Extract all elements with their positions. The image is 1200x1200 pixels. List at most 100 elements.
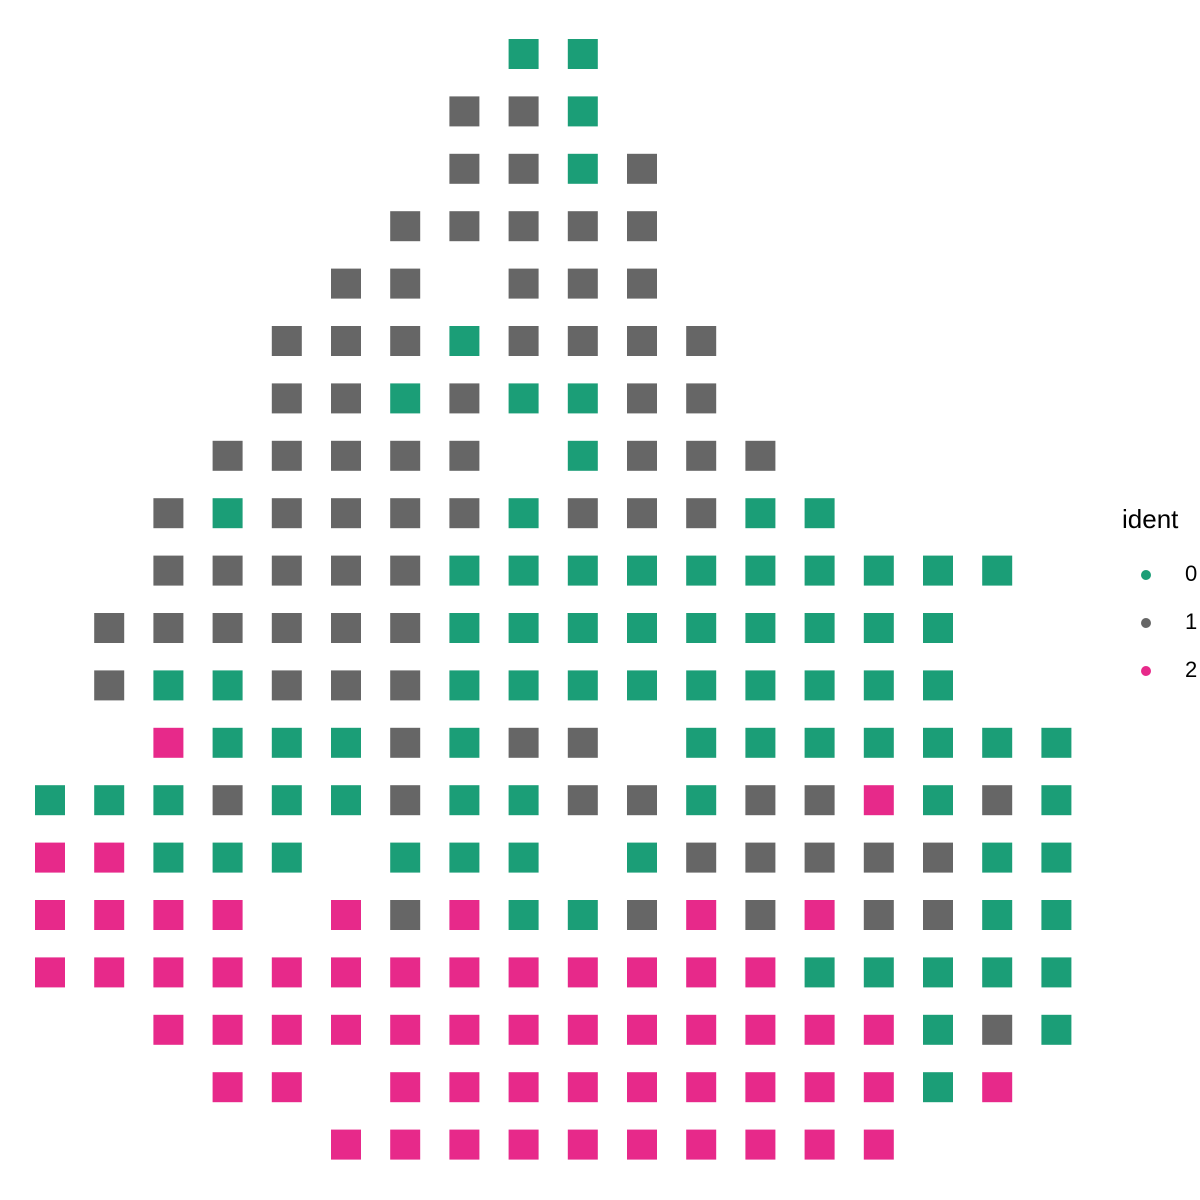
tile — [390, 842, 421, 873]
tile — [923, 555, 953, 586]
tile — [804, 842, 835, 873]
tile — [212, 670, 243, 701]
tile — [508, 326, 539, 356]
tile — [35, 842, 65, 873]
tile — [212, 613, 243, 643]
tile — [567, 785, 598, 816]
tile — [508, 153, 539, 184]
tile — [331, 727, 361, 758]
tile — [686, 326, 717, 356]
tile — [567, 1129, 598, 1160]
tile — [804, 670, 835, 701]
tile — [804, 613, 835, 643]
tile — [508, 39, 539, 69]
tile — [627, 1014, 657, 1045]
tile — [271, 785, 302, 816]
tile — [390, 900, 421, 930]
tile — [153, 785, 184, 816]
tile — [863, 555, 894, 586]
tile — [686, 613, 717, 643]
tile — [508, 727, 539, 758]
tile — [390, 727, 421, 758]
tile — [390, 1014, 421, 1045]
tile — [508, 555, 539, 586]
tile — [449, 957, 480, 988]
tile — [686, 900, 717, 930]
tile — [686, 670, 717, 701]
tile — [863, 1072, 894, 1103]
tile — [331, 900, 361, 930]
tile — [153, 1014, 184, 1045]
tile — [331, 785, 361, 816]
tile — [745, 555, 776, 586]
tile — [627, 1129, 657, 1160]
tile — [390, 383, 421, 414]
tile — [508, 1014, 539, 1045]
tile — [35, 900, 65, 930]
tile — [331, 555, 361, 586]
tile — [35, 957, 65, 988]
tile — [745, 1072, 776, 1103]
tile — [1041, 842, 1072, 873]
tile — [745, 842, 776, 873]
tile — [390, 498, 421, 529]
tile — [567, 1072, 598, 1103]
tile — [153, 727, 184, 758]
tile — [686, 1072, 717, 1103]
tile — [863, 785, 894, 816]
tile — [153, 613, 184, 643]
tile — [271, 727, 302, 758]
tile — [567, 211, 598, 242]
tile — [153, 498, 184, 529]
tile — [331, 440, 361, 471]
tile — [627, 555, 657, 586]
tile — [745, 785, 776, 816]
tile — [1041, 900, 1072, 930]
tile — [627, 440, 657, 471]
tile — [1041, 785, 1072, 816]
tile — [94, 842, 125, 873]
tile — [508, 1072, 539, 1103]
tile — [923, 957, 953, 988]
tile — [508, 268, 539, 299]
tile — [982, 1072, 1013, 1103]
tile — [390, 1129, 421, 1160]
tile — [627, 670, 657, 701]
tile — [627, 326, 657, 356]
tile — [686, 383, 717, 414]
tile — [153, 555, 184, 586]
tile — [212, 900, 243, 930]
tile — [567, 498, 598, 529]
tile — [982, 785, 1013, 816]
tile — [686, 498, 717, 529]
tile — [449, 326, 480, 356]
tile — [390, 440, 421, 471]
tile — [271, 1072, 302, 1103]
tile — [567, 440, 598, 471]
tile — [923, 842, 953, 873]
tile — [271, 1014, 302, 1045]
tile — [271, 498, 302, 529]
tile — [449, 211, 480, 242]
tile — [567, 613, 598, 643]
tile — [271, 613, 302, 643]
tile — [863, 1129, 894, 1160]
tile — [94, 900, 125, 930]
tile — [923, 613, 953, 643]
tile — [449, 1014, 480, 1045]
tile — [567, 268, 598, 299]
tile — [449, 670, 480, 701]
tile — [686, 440, 717, 471]
tile — [627, 211, 657, 242]
tile — [982, 957, 1013, 988]
tile — [982, 1014, 1013, 1045]
tile — [686, 727, 717, 758]
tile — [449, 727, 480, 758]
legend-label: 1 — [1185, 609, 1197, 634]
tile — [331, 383, 361, 414]
tile — [331, 498, 361, 529]
tile — [212, 1072, 243, 1103]
tile — [804, 785, 835, 816]
tile — [923, 727, 953, 758]
tile — [508, 900, 539, 930]
